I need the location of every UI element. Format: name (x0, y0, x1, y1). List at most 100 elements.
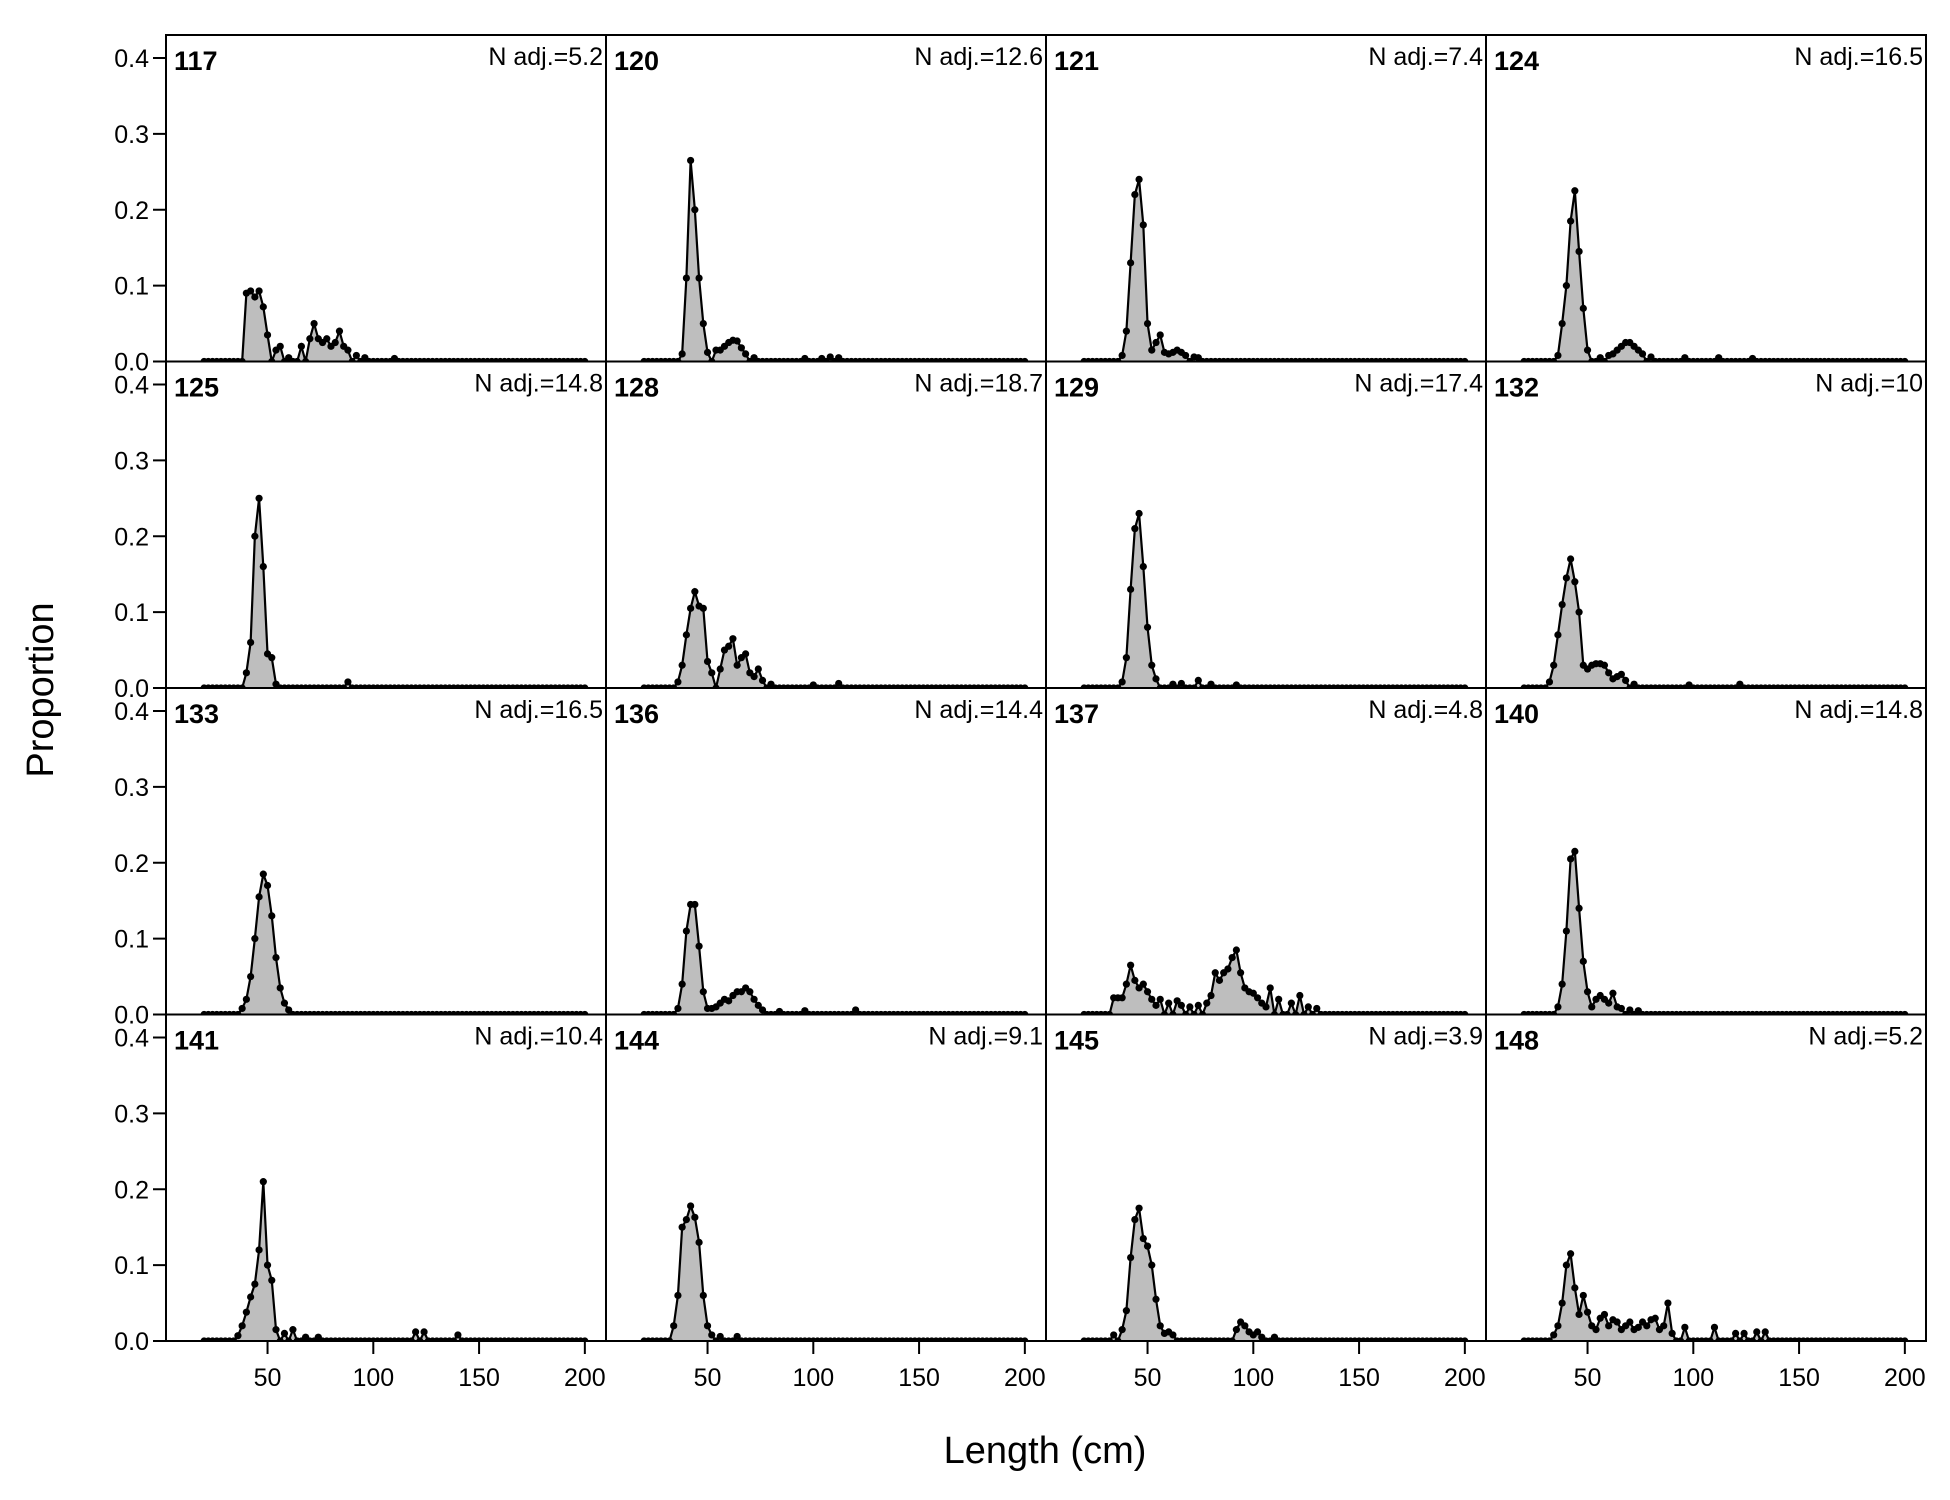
data-point (1613, 1318, 1621, 1326)
data-point (725, 997, 733, 1005)
data-point (1681, 1323, 1689, 1331)
data-point (1135, 509, 1143, 518)
panel-plot (640, 156, 1029, 362)
panel-border (605, 34, 1047, 363)
panel-label: 140 (1494, 699, 1539, 729)
data-point (1550, 661, 1558, 669)
panel-label: 121 (1054, 46, 1099, 76)
data-point (1131, 190, 1139, 199)
data-point (1228, 953, 1236, 962)
data-point (852, 1006, 860, 1014)
data-point (1558, 980, 1566, 988)
distribution-area (644, 1205, 1025, 1341)
n-adj-label: N adj.=7.4 (1368, 43, 1483, 71)
data-point (1287, 999, 1295, 1007)
data-point (1609, 989, 1617, 997)
data-point (1579, 1291, 1587, 1300)
panel-plot (640, 900, 1029, 1015)
data-point (742, 650, 750, 658)
data-point (1118, 994, 1126, 1002)
data-point (1626, 1318, 1634, 1326)
panel-plot (200, 870, 589, 1015)
data-point (678, 1223, 686, 1231)
data-point (1139, 221, 1147, 229)
panel-border (165, 34, 607, 363)
panel-117: 117 N adj.=5.2 (165, 34, 607, 363)
n-adj-label: N adj.=9.1 (928, 1023, 1043, 1051)
data-point (251, 532, 259, 540)
data-point (1139, 980, 1147, 988)
x-tick-label: 50 (694, 1364, 722, 1392)
data-point (1579, 304, 1587, 312)
n-adj-label: N adj.=16.5 (1794, 43, 1923, 71)
x-tick-label: 100 (792, 1364, 834, 1392)
data-point (238, 1322, 246, 1330)
y-tick-label: 0.3 (114, 774, 149, 802)
data-point (1203, 999, 1211, 1007)
data-point (1592, 1326, 1600, 1334)
panel-border (165, 360, 607, 689)
axes: 0.00.10.20.30.40.00.10.20.30.40.00.10.20… (114, 45, 1925, 1392)
data-point (1232, 1326, 1240, 1334)
data-point (1152, 1001, 1160, 1009)
data-point (1571, 187, 1579, 195)
panel-label: 129 (1054, 373, 1099, 403)
data-point (1135, 175, 1143, 183)
data-point (746, 988, 754, 996)
data-point (1152, 1295, 1160, 1303)
panel-137: 137 N adj.=4.8 (1045, 687, 1487, 1016)
panel-label: 141 (174, 1026, 219, 1056)
data-point (247, 972, 255, 981)
data-point (268, 912, 276, 920)
x-tick-label: 150 (1778, 1364, 1820, 1392)
panel-plot (1520, 555, 1909, 688)
y-axis-title: Proportion (20, 602, 62, 777)
data-point (691, 900, 699, 909)
data-point (687, 604, 695, 612)
data-point (1571, 578, 1579, 586)
data-point (699, 319, 707, 328)
panel-144: 144 N adj.=9.1 (605, 1013, 1047, 1342)
data-point (1143, 623, 1152, 631)
data-point (1139, 563, 1147, 571)
data-point (1186, 1003, 1194, 1011)
data-point (1148, 346, 1156, 354)
data-point (703, 348, 712, 356)
data-point (1211, 969, 1219, 977)
y-tick-label: 0.1 (114, 599, 149, 627)
x-tick-label: 100 (1232, 1364, 1274, 1392)
data-point (733, 661, 741, 669)
panel-plot (1080, 175, 1469, 362)
data-point (1575, 1310, 1583, 1319)
y-tick-label: 0.1 (114, 926, 149, 954)
data-point (255, 893, 263, 901)
data-point (280, 999, 289, 1007)
data-point (699, 604, 707, 612)
panel-border (1485, 1013, 1927, 1342)
data-point (259, 563, 267, 571)
data-point (335, 327, 344, 335)
y-tick-label: 0.4 (114, 1025, 149, 1053)
data-point (678, 350, 686, 358)
panel-label: 144 (614, 1026, 659, 1056)
data-point (674, 1004, 682, 1013)
panel-132: 132 N adj.=10 (1485, 360, 1927, 689)
y-tick-label: 0.2 (114, 1176, 149, 1204)
distribution-area (1524, 1253, 1905, 1341)
data-point (1156, 331, 1164, 339)
data-point (1638, 350, 1647, 358)
y-tick-label: 0.2 (114, 850, 149, 878)
panel-plot (1080, 1204, 1469, 1341)
data-point (750, 673, 758, 681)
data-point (1253, 1328, 1262, 1336)
data-point (263, 1261, 272, 1269)
data-point (263, 331, 272, 339)
panel-border (165, 687, 607, 1016)
data-point (1554, 1003, 1562, 1011)
data-point (682, 631, 690, 639)
data-point (1232, 946, 1240, 954)
data-point (454, 1331, 462, 1339)
data-point (1241, 1322, 1249, 1330)
panel-label: 128 (614, 373, 659, 403)
data-point (276, 342, 284, 350)
